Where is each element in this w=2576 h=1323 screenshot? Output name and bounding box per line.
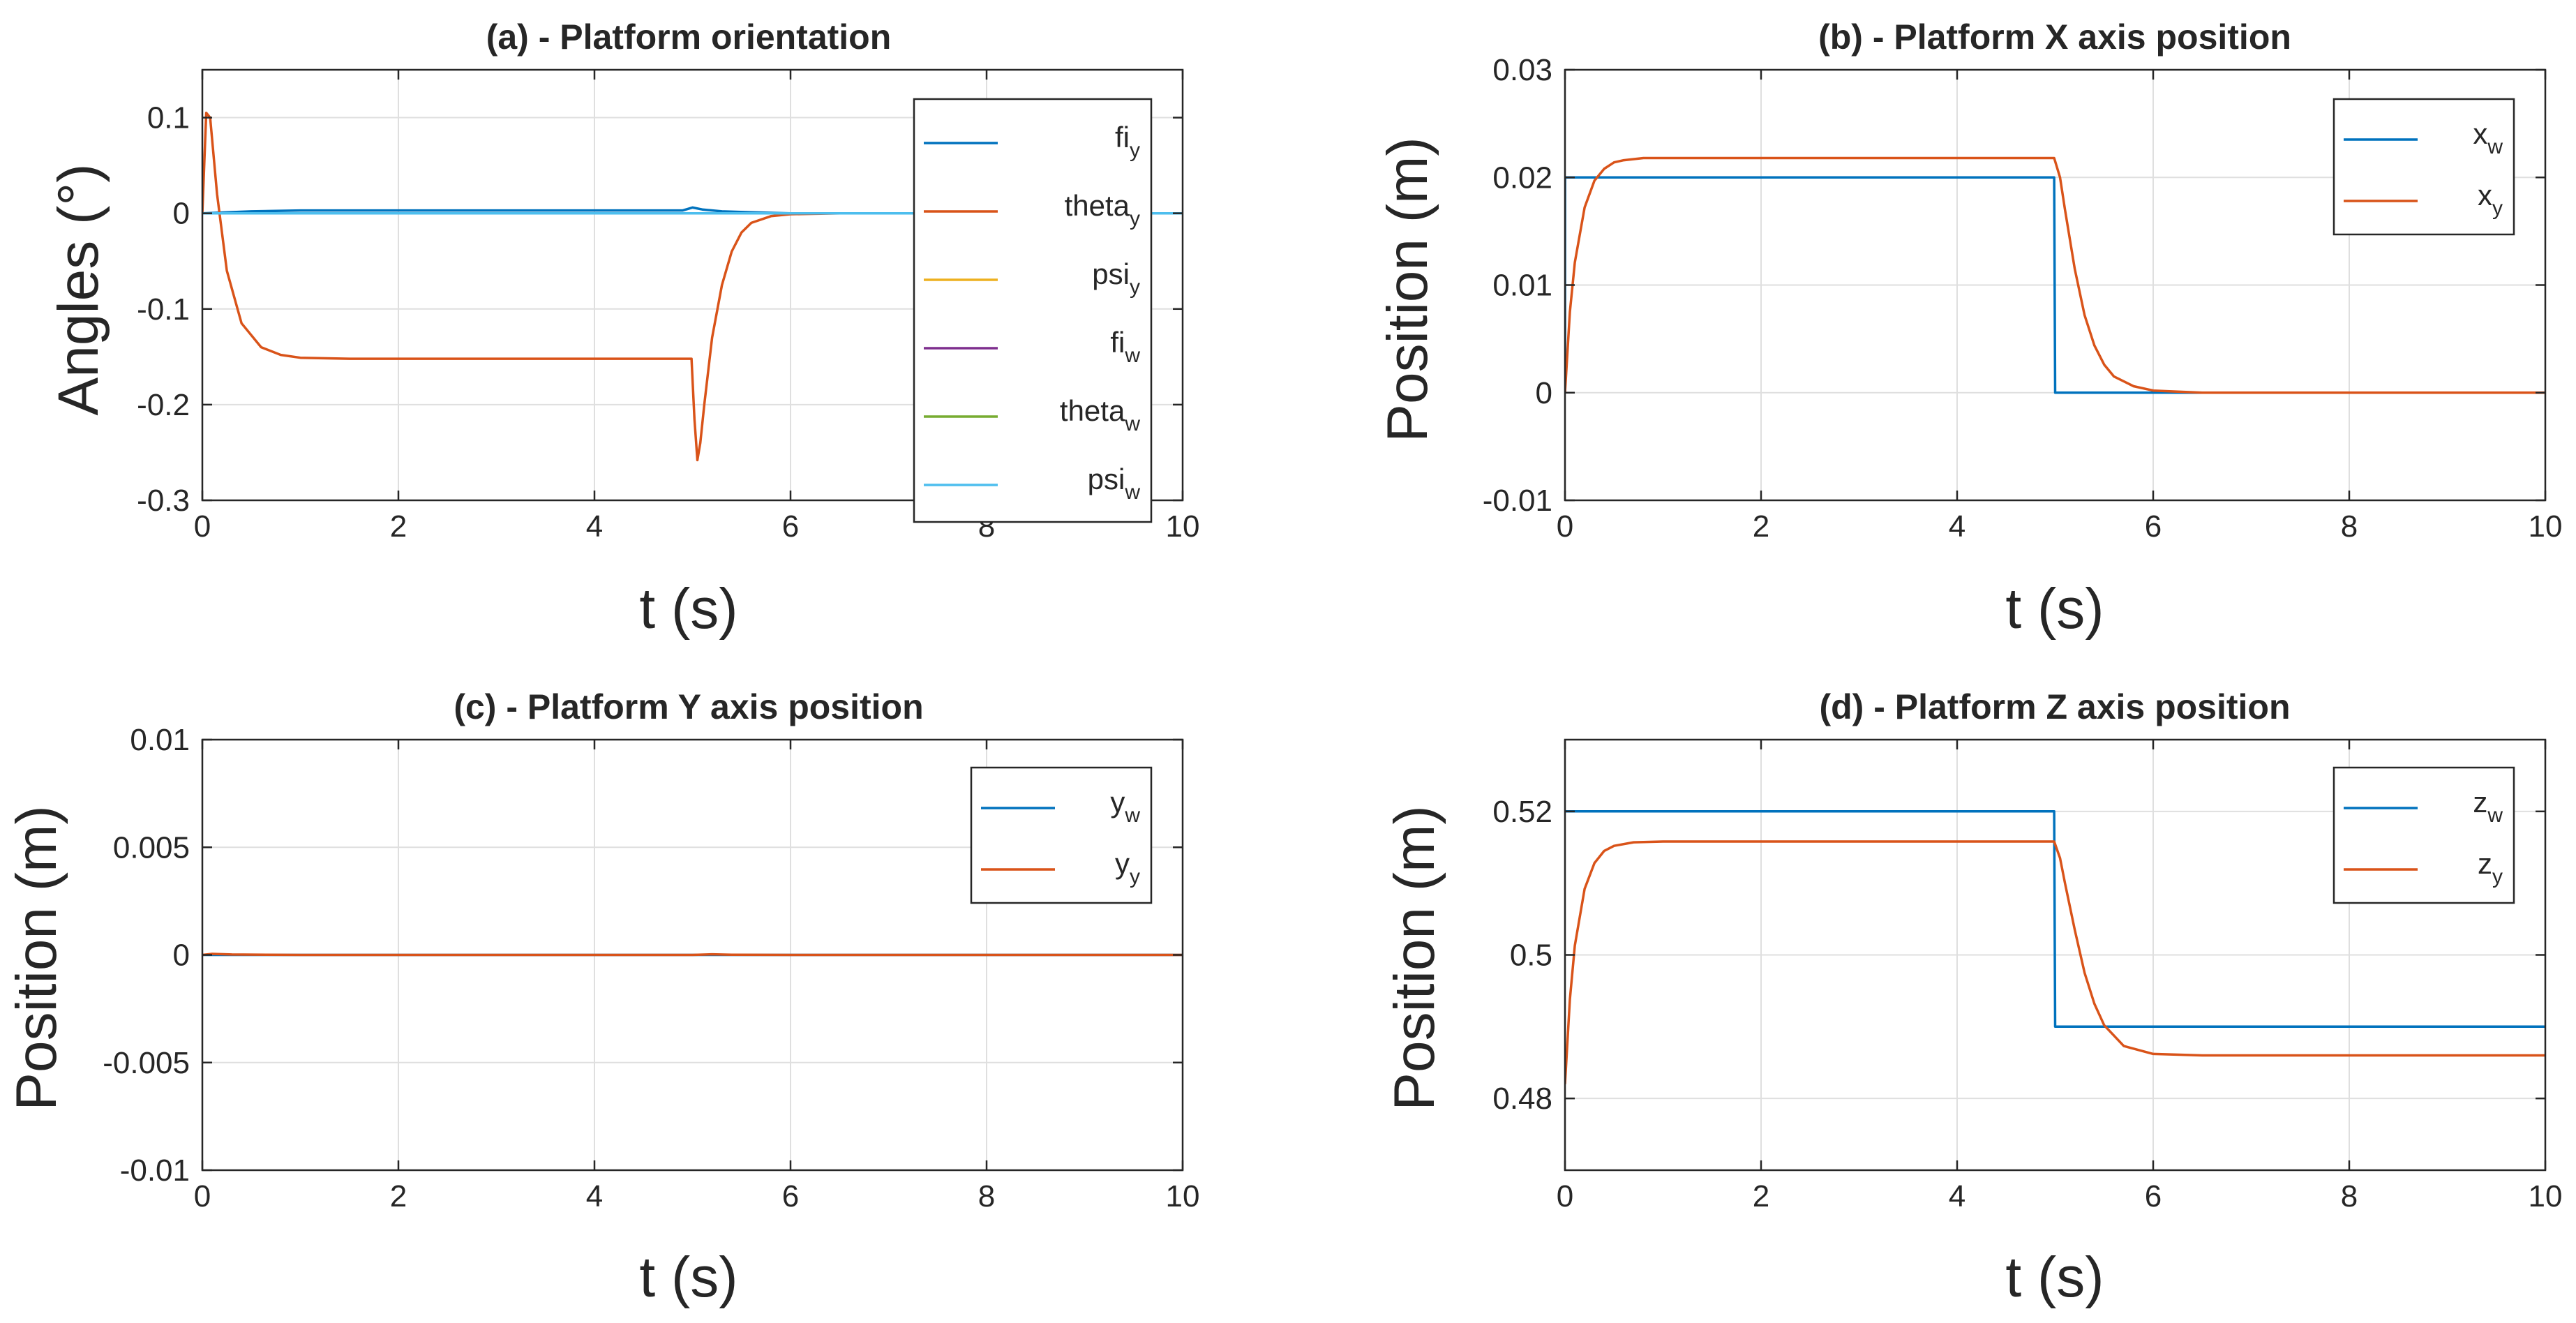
panel-d-xtick-label-1: 2: [1753, 1179, 1769, 1213]
panel-b-legend-label-0: xw: [2473, 117, 2503, 158]
panel-a-legend-label-4: thetaw: [1060, 394, 1140, 435]
panel-c-xtick-label-4: 8: [978, 1179, 995, 1213]
panel-a-xtick-label-2: 4: [586, 509, 603, 544]
panel-a-legend-label-5: psiw: [1088, 463, 1141, 504]
panel-c-ytick-label-0: 0.01: [130, 723, 190, 757]
panel-d-legend-label-1: zy: [2478, 847, 2503, 888]
panel-d-title: (d) - Platform Z axis position: [1819, 687, 2290, 726]
panel-c-legend-box: [970, 766, 1153, 904]
panel-a-xtick-label-1: 2: [390, 509, 407, 544]
panel-c-ylabel: Position (m): [5, 805, 68, 1110]
panel-c-ytick-label-3: -0.005: [103, 1046, 190, 1080]
panel-a-legend-label-0: fiy: [1115, 121, 1140, 162]
panel-a: (a) - Platform orientation t (s) Angles …: [47, 17, 1199, 641]
panel-b-xtick-label-3: 6: [2145, 509, 2162, 544]
panel-d-legend-label-0: zw: [2473, 786, 2503, 827]
panel-c-xtick-label-0: 0: [194, 1179, 211, 1213]
panel-d-ylabel: Position (m): [1383, 805, 1446, 1110]
panel-d-series-z-w-line: [1565, 810, 2545, 1029]
panel-a-ytick-label-3: -0.2: [137, 388, 190, 422]
panel-d-ytick-label-2: 0.48: [1492, 1082, 1552, 1116]
panel-c: (c) - Platform Y axis position t (s) Pos…: [5, 687, 1199, 1309]
panel-b-ylabel: Position (m): [1376, 137, 1439, 442]
panel-d-xlabel: t (s): [2005, 1246, 2104, 1309]
panel-b-xlabel: t (s): [2005, 577, 2104, 641]
panel-d-legend-box: [2332, 766, 2515, 904]
panel-b-legend-box: [2332, 98, 2515, 236]
panel-a-legend-label-1: thetay: [1065, 189, 1140, 230]
panel-a-legend-box: [913, 98, 1153, 523]
panel-d-series-z-y-line: [1565, 840, 2545, 1084]
panel-a-title: (a) - Platform orientation: [486, 17, 892, 57]
panel-b-ytick-label-4: -0.01: [1483, 484, 1552, 518]
panel-a-xtick-label-5: 10: [1166, 509, 1200, 544]
panel-b-title: (b) - Platform X axis position: [1818, 17, 2291, 57]
panel-a-ylabel: Angles (°): [47, 164, 110, 416]
panel-a-xtick-label-0: 0: [194, 509, 211, 544]
panel-c-ytick-label-4: -0.01: [120, 1153, 190, 1188]
panel-c-xtick-label-1: 2: [390, 1179, 407, 1213]
panel-c-ytick-label-1: 0.005: [113, 830, 190, 865]
panel-b-xtick-label-4: 8: [2341, 509, 2358, 544]
panel-d-xtick-label-2: 4: [1949, 1179, 1965, 1213]
panel-b-series-x-y-line: [1565, 156, 2545, 394]
panel-b-xtick-label-0: 0: [1557, 509, 1573, 544]
panel-c-ytick-label-2: 0: [173, 939, 190, 973]
panel-d-xtick-label-3: 6: [2145, 1179, 2162, 1213]
panel-c-xtick-label-5: 10: [1166, 1179, 1200, 1213]
panel-a-legend-label-3: fiw: [1110, 326, 1140, 367]
panel-a-ytick-label-4: -0.3: [137, 484, 190, 518]
panel-b-xtick-label-1: 2: [1753, 509, 1769, 544]
panel-b: (b) - Platform X axis position t (s) Pos…: [1376, 17, 2562, 641]
panel-a-ytick-label-0: 0.1: [147, 101, 190, 135]
panel-b-legend-label-1: xy: [2478, 179, 2503, 220]
panel-c-legend-label-1: yy: [1115, 847, 1140, 888]
panel-a-xtick-label-3: 6: [782, 509, 799, 544]
panel-d: (d) - Platform Z axis position t (s) Pos…: [1383, 687, 2562, 1309]
panel-d-ytick-label-0: 0.52: [1492, 795, 1552, 829]
panel-c-xlabel: t (s): [639, 1246, 737, 1309]
panel-d-xtick-label-0: 0: [1557, 1179, 1573, 1213]
panel-c-xtick-label-2: 4: [586, 1179, 603, 1213]
panel-d-series-group: [1565, 810, 2545, 1084]
panel-c-title: (c) - Platform Y axis position: [454, 687, 923, 726]
panel-b-xtick-label-5: 10: [2529, 509, 2563, 544]
panel-c-series-group: [202, 952, 1183, 957]
panel-b-ytick-label-1: 0.02: [1492, 160, 1552, 195]
panel-a-ytick-label-2: -0.1: [137, 292, 190, 327]
panel-b-ytick-label-0: 0.03: [1492, 53, 1552, 87]
panel-c-legend-label-0: yw: [1110, 786, 1140, 827]
panel-b-ytick-label-3: 0: [1536, 376, 1552, 410]
panel-d-xtick-label-4: 8: [2341, 1179, 2358, 1213]
panel-c-series-y-y-line: [202, 952, 1183, 957]
panel-a-legend-label-2: psiy: [1092, 257, 1140, 299]
panel-a-xlabel: t (s): [639, 577, 737, 641]
panel-d-ytick-label-1: 0.5: [1510, 939, 1552, 973]
panel-c-xtick-label-3: 6: [782, 1179, 799, 1213]
panel-b-xtick-label-2: 4: [1949, 509, 1965, 544]
panel-d-xtick-label-5: 10: [2529, 1179, 2563, 1213]
panel-a-axes-box: [201, 68, 1184, 502]
panel-a-ytick-label-1: 0: [173, 197, 190, 231]
panel-b-ytick-label-2: 0.01: [1492, 269, 1552, 303]
